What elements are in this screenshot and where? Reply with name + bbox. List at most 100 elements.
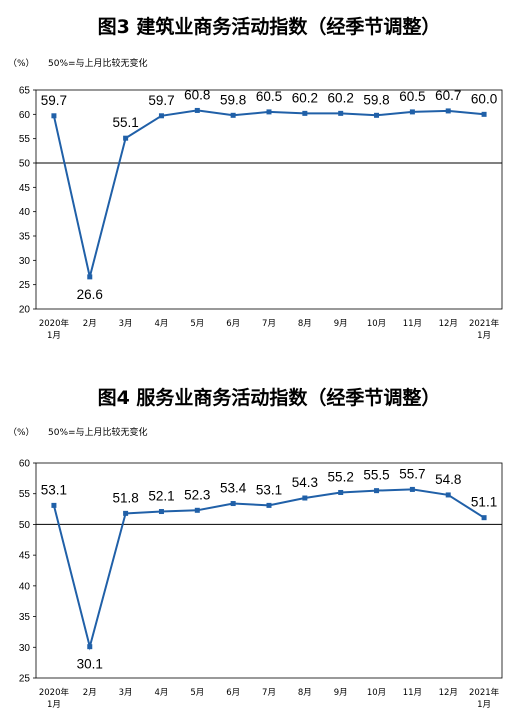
x-tick-label: 2020年 1月 (39, 318, 70, 341)
data-label: 53.1 (41, 482, 67, 497)
data-point (123, 510, 129, 516)
data-point (87, 274, 93, 280)
x-tick-label: 8月 (298, 688, 312, 698)
x-tick-label-line: 8月 (298, 688, 312, 698)
x-tick-label: 4月 (155, 319, 169, 329)
y-tick-label: 55 (19, 489, 31, 500)
y-tick-label: 30 (19, 256, 31, 267)
x-tick-label-line: 1月 (477, 331, 491, 341)
x-tick-label: 9月 (334, 319, 348, 329)
x-tick-label-line: 1月 (47, 700, 61, 710)
y-tick-label: 30 (19, 643, 31, 654)
y-tick-label: 50 (19, 159, 31, 170)
y-tick-label: 65 (19, 86, 31, 97)
x-tick-label: 11月 (403, 319, 422, 329)
series-line (52, 109, 485, 278)
data-point (230, 112, 236, 118)
x-tick-label-line: 6月 (226, 688, 240, 698)
x-tick-label: 6月 (226, 688, 240, 698)
data-label: 55.2 (328, 469, 354, 484)
y-tick-label: 55 (19, 134, 31, 145)
y-axis-unit: （%） (8, 58, 35, 69)
x-tick-label-line: 12月 (439, 319, 458, 329)
y-tick-label: 35 (19, 612, 31, 623)
x-tick-label-line: 2020年 (39, 687, 70, 698)
x-tick-label: 12月 (439, 688, 458, 698)
data-point (374, 488, 380, 494)
data-point (194, 507, 200, 513)
data-point (266, 109, 272, 115)
x-tick-label-line: 2020年 (39, 318, 70, 329)
data-point (481, 111, 487, 117)
data-label: 60.5 (399, 89, 425, 104)
data-point (409, 486, 415, 492)
x-tick-label-line: 5月 (190, 688, 204, 698)
data-label: 60.0 (471, 91, 497, 106)
data-point (338, 489, 344, 495)
x-tick-label-line: 9月 (334, 688, 348, 698)
y-axis-unit: （%） (8, 427, 35, 438)
chart-services-business-activity-index: 图4 服务业商务活动指数（经季节调整） （%） 50%=与上月比较无变化 25 30 35… (8, 386, 503, 710)
x-tick-label-line: 7月 (262, 319, 276, 329)
x-tick-label-line: 9月 (334, 319, 348, 329)
y-tick-label: 25 (19, 674, 31, 685)
data-label: 60.2 (328, 90, 354, 105)
data-label: 54.3 (292, 475, 318, 490)
x-tick-label-line: 2月 (83, 688, 97, 698)
x-tick-label-line: 6月 (226, 319, 240, 329)
y-tick-label: 40 (19, 581, 31, 592)
data-label: 59.7 (148, 93, 174, 108)
x-tick-label-line: 11月 (403, 688, 422, 698)
x-tick-label-line: 4月 (155, 688, 169, 698)
data-label: 60.7 (435, 88, 461, 103)
data-label: 59.8 (363, 92, 389, 107)
x-tick-label-line: 1月 (477, 700, 491, 710)
y-tick-label: 25 (19, 280, 31, 291)
data-label: 59.7 (41, 93, 67, 108)
y-tick-label: 45 (19, 551, 31, 562)
y-tick-label: 45 (19, 183, 31, 194)
x-tick-label: 7月 (262, 688, 276, 698)
data-label: 52.1 (148, 489, 174, 504)
x-tick-label-line: 8月 (298, 319, 312, 329)
x-tick-label: 2021年 1月 (469, 318, 500, 341)
data-point (266, 502, 272, 508)
data-label: 55.1 (112, 115, 138, 130)
y-tick-label: 60 (19, 110, 31, 121)
x-tick-label-line: 10月 (367, 319, 386, 329)
data-point (194, 107, 200, 113)
data-point (302, 110, 308, 116)
y-tick-label: 20 (19, 305, 31, 316)
x-tick-label-line: 3月 (119, 688, 133, 698)
data-point (374, 112, 380, 118)
data-label: 60.8 (184, 87, 210, 102)
chart-title: 图4 服务业商务活动指数（经季节调整） (98, 386, 441, 409)
chart-construction-business-activity-index: 图3 建筑业商务活动指数（经季节调整） （%） 50%=与上月比较无变化 20 25 30… (8, 15, 503, 341)
reference-note: 50%=与上月比较无变化 (48, 57, 148, 69)
data-point (51, 502, 57, 508)
data-point (158, 113, 164, 119)
x-tick-label: 3月 (119, 688, 133, 698)
data-label: 59.8 (220, 92, 246, 107)
data-label: 53.4 (220, 481, 247, 496)
x-tick-label: 10月 (367, 319, 386, 329)
data-point (445, 108, 451, 114)
x-tick-label-line: 12月 (439, 688, 458, 698)
y-tick-label: 35 (19, 232, 31, 243)
reference-note: 50%=与上月比较无变化 (48, 426, 148, 438)
x-tick-label: 9月 (334, 688, 348, 698)
data-label: 60.5 (256, 89, 282, 104)
x-tick-label-line: 4月 (155, 319, 169, 329)
data-label: 53.1 (256, 482, 282, 497)
data-point (87, 644, 93, 650)
x-tick-label-line: 2月 (83, 319, 97, 329)
x-tick-label: 10月 (367, 688, 386, 698)
x-tick-label: 12月 (439, 319, 458, 329)
data-label: 54.8 (435, 472, 461, 487)
data-label: 55.5 (363, 468, 389, 483)
x-tick-label: 2月 (83, 319, 97, 329)
x-tick-label: 5月 (190, 319, 204, 329)
x-tick-label-line: 5月 (190, 319, 204, 329)
x-tick-label-line: 7月 (262, 688, 276, 698)
